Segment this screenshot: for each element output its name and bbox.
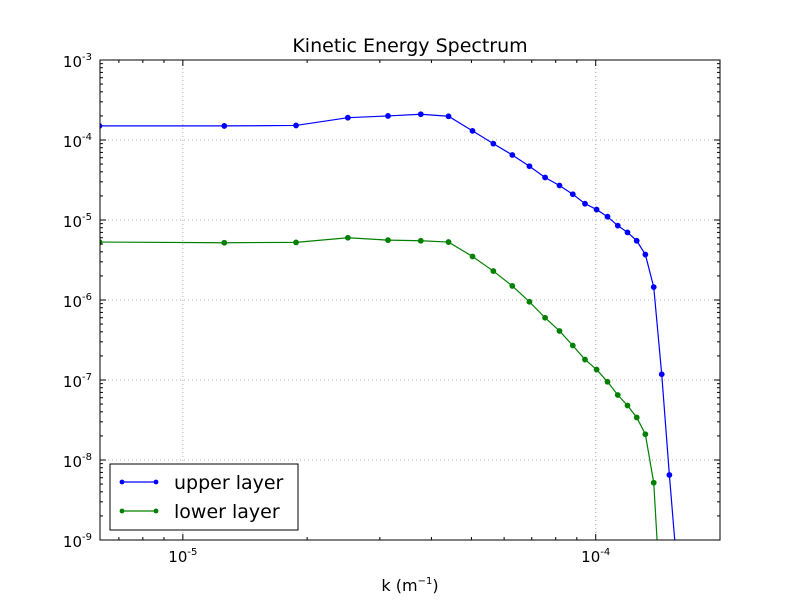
data-point-upper-layer bbox=[633, 237, 640, 244]
tick-layer: 10-5 10-410-310-410-510-610-710-810-9 bbox=[63, 52, 721, 566]
data-point-upper-layer bbox=[385, 113, 391, 119]
legend: upper layer lower layer bbox=[109, 463, 299, 531]
data-point-upper-layer bbox=[666, 472, 673, 478]
data-point-upper-layer bbox=[293, 122, 299, 129]
data-point-upper-layer bbox=[593, 206, 600, 213]
legend-marker-lower-layer bbox=[119, 508, 125, 514]
y-tick-label: 10-9 bbox=[63, 532, 92, 551]
data-point-lower-layer bbox=[650, 479, 657, 486]
y-tick-label-base: 10 bbox=[63, 533, 82, 551]
y-tick-label-base: 10 bbox=[63, 453, 82, 471]
data-point-upper-layer bbox=[642, 251, 649, 258]
x-tick-label-base: 10 bbox=[168, 548, 187, 566]
legend-box bbox=[109, 463, 299, 531]
data-point-lower-layer bbox=[614, 392, 621, 398]
data-point-lower-layer bbox=[469, 253, 476, 260]
x-tick-label-exponent: -5 bbox=[187, 547, 197, 558]
legend-marker-upper-layer bbox=[119, 479, 125, 485]
y-tick-label-base: 10 bbox=[63, 53, 82, 71]
data-point-upper-layer bbox=[658, 371, 665, 378]
data-point-lower-layer bbox=[526, 298, 533, 305]
data-point-upper-layer bbox=[445, 113, 452, 120]
data-point-upper-layer bbox=[650, 284, 657, 290]
legend-label-lower-layer: lower layer bbox=[174, 501, 280, 523]
data-point-upper-layer bbox=[469, 127, 476, 134]
series-lower-layer bbox=[100, 234, 658, 540]
data-point-upper-layer bbox=[417, 111, 424, 118]
y-tick-label: 10-5 bbox=[63, 212, 92, 231]
y-tick-label-base: 10 bbox=[63, 213, 82, 231]
data-point-upper-layer bbox=[569, 191, 576, 198]
y-tick-label-base: 10 bbox=[63, 293, 82, 311]
data-point-upper-layer bbox=[624, 229, 631, 236]
data-point-lower-layer bbox=[604, 378, 611, 385]
y-tick-label-base: 10 bbox=[63, 373, 82, 391]
legend-marker-upper-layer bbox=[153, 479, 159, 485]
y-tick-label: 10-8 bbox=[63, 452, 92, 471]
legend-label-upper-layer: upper layer bbox=[174, 472, 284, 494]
data-point-lower-layer bbox=[445, 239, 452, 245]
x-tick-label-base: 10 bbox=[581, 548, 600, 566]
data-point-lower-layer bbox=[593, 366, 600, 373]
data-point-upper-layer bbox=[542, 174, 548, 181]
x-tick-label: 10-5 bbox=[168, 547, 197, 566]
y-tick-label-exponent: -8 bbox=[82, 452, 92, 463]
data-point-lower-layer bbox=[221, 239, 228, 246]
data-point-lower-layer bbox=[417, 237, 424, 244]
data-point-lower-layer bbox=[344, 234, 351, 241]
data-point-lower-layer bbox=[509, 283, 516, 289]
data-point-upper-layer bbox=[614, 222, 621, 229]
y-tick-label: 10-7 bbox=[63, 372, 92, 391]
y-tick-label-exponent: -7 bbox=[82, 372, 92, 383]
y-tick-label: 10-4 bbox=[63, 132, 92, 151]
data-point-lower-layer bbox=[293, 239, 299, 246]
data-point-lower-layer bbox=[569, 342, 576, 349]
data-point-lower-layer bbox=[633, 414, 640, 421]
data-point-upper-layer bbox=[526, 163, 533, 170]
data-point-upper-layer bbox=[344, 114, 351, 121]
y-tick-label-base: 10 bbox=[63, 133, 82, 151]
y-tick-label-exponent: -9 bbox=[82, 532, 92, 543]
data-point-upper-layer bbox=[582, 200, 588, 207]
data-point-lower-layer bbox=[490, 268, 497, 274]
x-axis-label: k (m−1) bbox=[381, 576, 438, 595]
data-point-lower-layer bbox=[582, 356, 588, 363]
chart-title: Kinetic Energy Spectrum bbox=[292, 35, 527, 57]
data-point-upper-layer bbox=[490, 140, 497, 147]
data-point-upper-layer bbox=[604, 213, 611, 220]
y-tick-label-exponent: -5 bbox=[82, 212, 92, 223]
x-axis-label-close: ) bbox=[432, 576, 438, 595]
data-point-upper-layer bbox=[556, 182, 563, 189]
data-point-upper-layer bbox=[221, 123, 228, 129]
data-point-lower-layer bbox=[624, 402, 631, 409]
x-axis-label-exponent: −1 bbox=[418, 576, 433, 587]
x-axis-label-base: k (m bbox=[381, 576, 417, 595]
data-point-lower-layer bbox=[556, 328, 563, 334]
legend-marker-lower-layer bbox=[153, 508, 159, 514]
y-tick-label: 10-6 bbox=[63, 292, 92, 311]
y-tick-label-exponent: -4 bbox=[82, 132, 92, 143]
data-point-lower-layer bbox=[542, 314, 548, 321]
data-point-upper-layer bbox=[509, 152, 516, 158]
series-layer bbox=[100, 111, 676, 540]
y-tick-label-exponent: -3 bbox=[82, 52, 92, 63]
data-point-lower-layer bbox=[642, 431, 649, 438]
y-tick-label: 10-3 bbox=[63, 52, 92, 71]
data-point-lower-layer bbox=[385, 237, 391, 244]
x-tick-label-exponent: -4 bbox=[600, 547, 610, 558]
y-tick-label-exponent: -6 bbox=[82, 292, 92, 303]
x-tick-label: 10-4 bbox=[581, 547, 610, 566]
series-upper-layer bbox=[100, 111, 676, 540]
